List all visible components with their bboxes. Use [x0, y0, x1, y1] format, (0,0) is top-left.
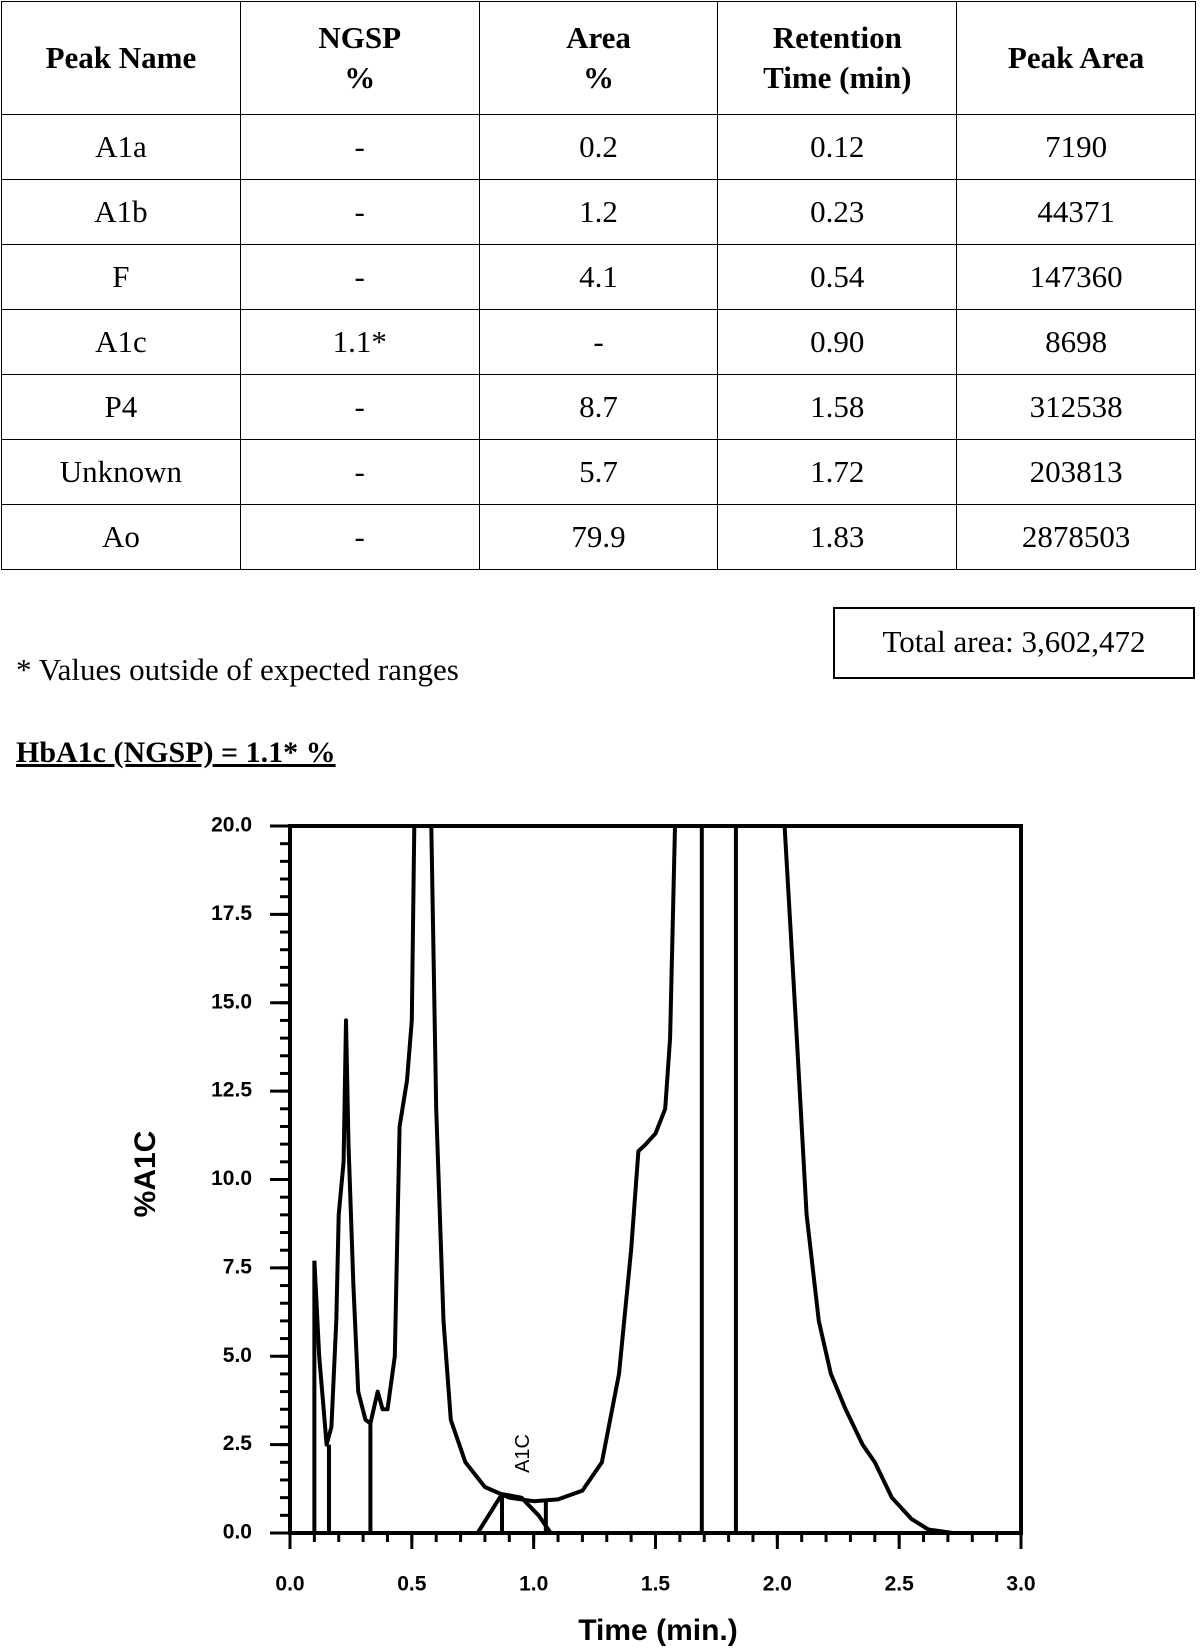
table-row: Ao -79.9 1.83 2878503 — [1, 504, 1196, 570]
trace — [475, 1492, 553, 1535]
table-cell: 2878503 — [956, 504, 1196, 570]
table-cell: 0.54 — [717, 244, 958, 310]
table-cell: 0.2 — [478, 114, 719, 180]
results-table: Peak Name NGSP % Area % Retention Time (min… — [1, 1, 1196, 570]
x-tick-label: 3.0 — [1006, 1573, 1035, 1596]
table-cell: A1b — [1, 179, 241, 245]
y-tick-label: 10.0 — [211, 1167, 252, 1190]
plot-frame — [288, 824, 1023, 1535]
table-row: A1a -0.2 0.12 7190 — [1, 114, 1196, 180]
y-axis-title: %A1C — [129, 1131, 162, 1218]
table-cell: 1.83 — [717, 504, 958, 570]
y-tick-label: 20.0 — [211, 814, 252, 837]
table-cell: 203813 — [956, 439, 1196, 505]
x-tick-label: 0.5 — [397, 1573, 427, 1596]
y-tick-label: 5.0 — [223, 1344, 252, 1367]
y-tick-label: 7.5 — [223, 1255, 253, 1278]
table-cell: - — [239, 504, 480, 570]
table-cell: - — [239, 244, 480, 310]
table-cell: 1.1* — [239, 309, 480, 375]
table-cell: Ao — [1, 504, 241, 570]
table-cell: 147360 — [956, 244, 1196, 310]
table-cell: 8698 — [956, 309, 1196, 375]
table-body: A1a -0.2 0.12 7190 A1b -1.2 0.23 44371 F -4.1 0.54… — [1, 114, 1196, 570]
table-cell: 1.72 — [717, 439, 958, 505]
table-cell: A1c — [1, 309, 241, 375]
table-cell: 7190 — [956, 114, 1196, 180]
table-row: F -4.1 0.54 147360 — [1, 244, 1196, 310]
footnote: * Values outside of expected ranges — [16, 652, 459, 687]
x-axis-title: Time (min.) — [578, 1614, 737, 1647]
x-tick-label: 1.5 — [641, 1573, 671, 1596]
table-cell: Unknown — [1, 439, 241, 505]
total-area: Total area: 3,602,472 — [833, 607, 1195, 679]
table-cell: - — [239, 114, 480, 180]
y-tick-label: 15.0 — [211, 990, 252, 1013]
x-tick-label: 1.0 — [519, 1573, 548, 1596]
header-cell: Peak Area — [956, 1, 1196, 115]
header-row: Peak Name NGSP % Area % Retention Time (min… — [1, 1, 1196, 115]
header-cell: Peak Name — [1, 1, 241, 115]
table-row: A1b -1.2 0.23 44371 — [1, 179, 1196, 245]
table-cell: 44371 — [956, 179, 1196, 245]
header-cell: Area % — [478, 1, 719, 115]
table-cell: 1.58 — [717, 374, 958, 440]
table-cell: 1.2 — [478, 179, 719, 245]
table-cell: 5.7 — [478, 439, 719, 505]
table-cell: - — [239, 439, 480, 505]
result: HbA1c (NGSP) = 1.1* % — [16, 736, 336, 769]
x-tick-label: 2.0 — [763, 1573, 792, 1596]
table-cell: A1a — [1, 114, 241, 180]
y-tick-label: 2.5 — [223, 1432, 253, 1455]
table-row: Unknown -5.7 1.72 203813 — [1, 439, 1196, 505]
y-tick-label: 0.0 — [223, 1521, 252, 1544]
x-tick-label: 0.0 — [275, 1573, 304, 1596]
table-cell: - — [239, 179, 480, 245]
trace — [312, 825, 954, 1535]
header-cell: Retention Time (min) — [717, 1, 958, 115]
x-tick-label: 2.5 — [885, 1573, 915, 1596]
y-tick-label: 12.5 — [211, 1079, 252, 1102]
annotation: A1C — [512, 1434, 534, 1473]
y-tick-label: 17.5 — [211, 902, 252, 925]
